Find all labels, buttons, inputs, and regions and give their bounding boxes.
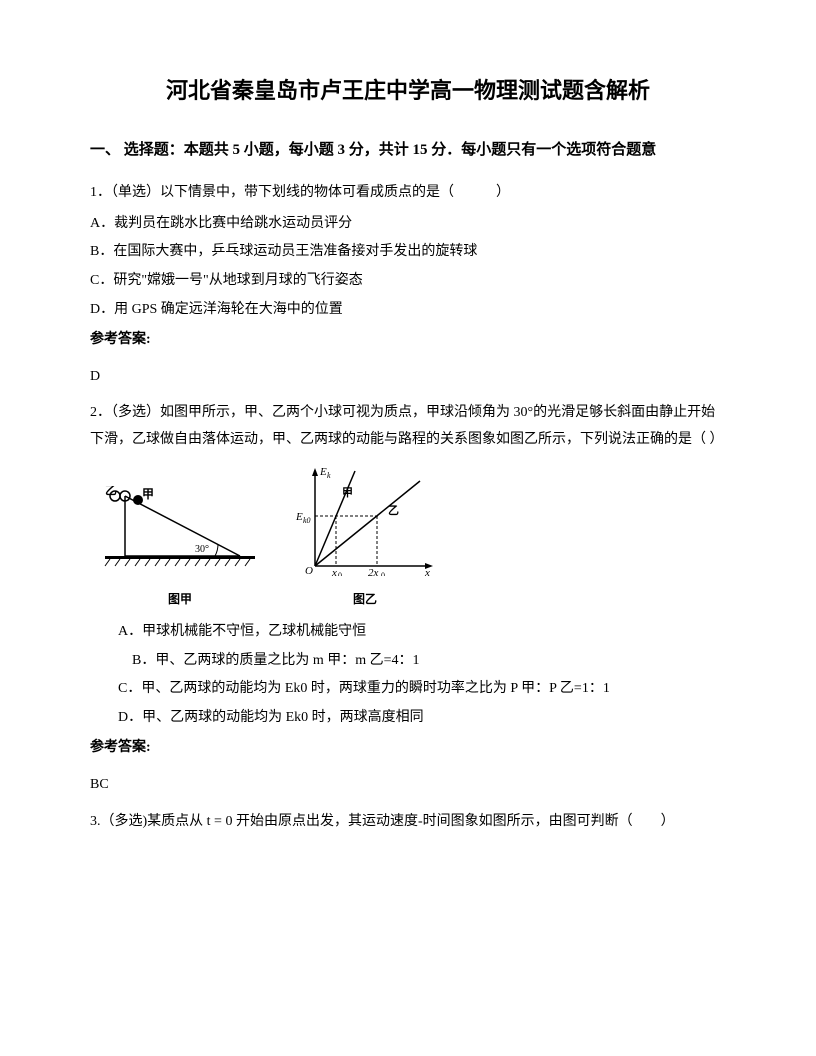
q2-answer-label: 参考答案: (90, 735, 726, 762)
svg-text:E: E (295, 511, 303, 523)
svg-text:O: O (305, 565, 313, 576)
q1-answer: D (90, 364, 726, 391)
q2-figures: 乙 甲 30° 图甲 E k E k0 甲 乙 O x 0 2x (100, 466, 726, 611)
q2-answer: BC (90, 772, 726, 799)
q1-stem: 1．（单选）以下情景中，带下划线的物体可看成质点的是（ ） (90, 180, 726, 207)
svg-text:乙: 乙 (388, 504, 399, 517)
figure-jia-caption: 图甲 (100, 588, 260, 611)
q1-option-d: D．用 GPS 确定远洋海轮在大海中的位置 (90, 297, 726, 324)
svg-text:乙: 乙 (105, 486, 117, 497)
section-header: 一、 选择题：本题共 5 小题，每小题 3 分，共计 15 分．每小题只有一个选… (90, 136, 726, 165)
q3-stem: 3.（多选)某质点从 t = 0 开始由原点出发，其运动速度-时间图象如图所示，… (90, 809, 726, 836)
page-title: 河北省秦皇岛市卢王庄中学高一物理测试题含解析 (90, 70, 726, 112)
figure-yi-caption: 图乙 (290, 588, 440, 611)
q2-stem: 2．（多选）如图甲所示，甲、乙两个小球可视为质点，甲球沿倾角为 30°的光滑足够… (90, 400, 726, 453)
figure-jia-diagram: 乙 甲 30° (100, 486, 260, 576)
q2-option-d: D．甲、乙两球的动能均为 Ek0 时，两球高度相同 (118, 705, 726, 732)
q2-option-c: C．甲、乙两球的动能均为 Ek0 时，两球重力的瞬时功率之比为 P 甲：P 乙=… (118, 676, 726, 703)
q1-option-b: B．在国际大赛中，乒乓球运动员王浩准备接对手发出的旋转球 (90, 239, 726, 266)
q2-option-a: A．甲球机械能不守恒，乙球机械能守恒 (118, 619, 726, 646)
figure-yi-chart: E k E k0 甲 乙 O x 0 2x 0 x (290, 466, 440, 576)
q1-option-c: C．研究"嫦娥一号"从地球到月球的飞行姿态 (90, 268, 726, 295)
q1-answer-label: 参考答案: (90, 327, 726, 354)
q1-option-a: A．裁判员在跳水比赛中给跳水运动员评分 (90, 211, 726, 238)
svg-text:甲: 甲 (142, 487, 154, 501)
figure-yi-wrap: E k E k0 甲 乙 O x 0 2x 0 x 图乙 (290, 466, 440, 611)
svg-text:0: 0 (381, 571, 385, 576)
svg-text:E: E (319, 466, 327, 478)
svg-text:x: x (424, 567, 430, 576)
svg-text:k: k (327, 471, 331, 480)
q2-option-b: B．甲、乙两球的质量之比为 m 甲：m 乙=4：1 (132, 648, 726, 675)
figure-jia-wrap: 乙 甲 30° 图甲 (100, 486, 260, 611)
svg-text:2x: 2x (368, 567, 379, 576)
svg-text:甲: 甲 (342, 486, 353, 499)
svg-text:0: 0 (338, 571, 342, 576)
svg-text:k0: k0 (303, 516, 311, 525)
svg-text:30°: 30° (195, 544, 209, 555)
svg-text:x: x (331, 567, 337, 576)
